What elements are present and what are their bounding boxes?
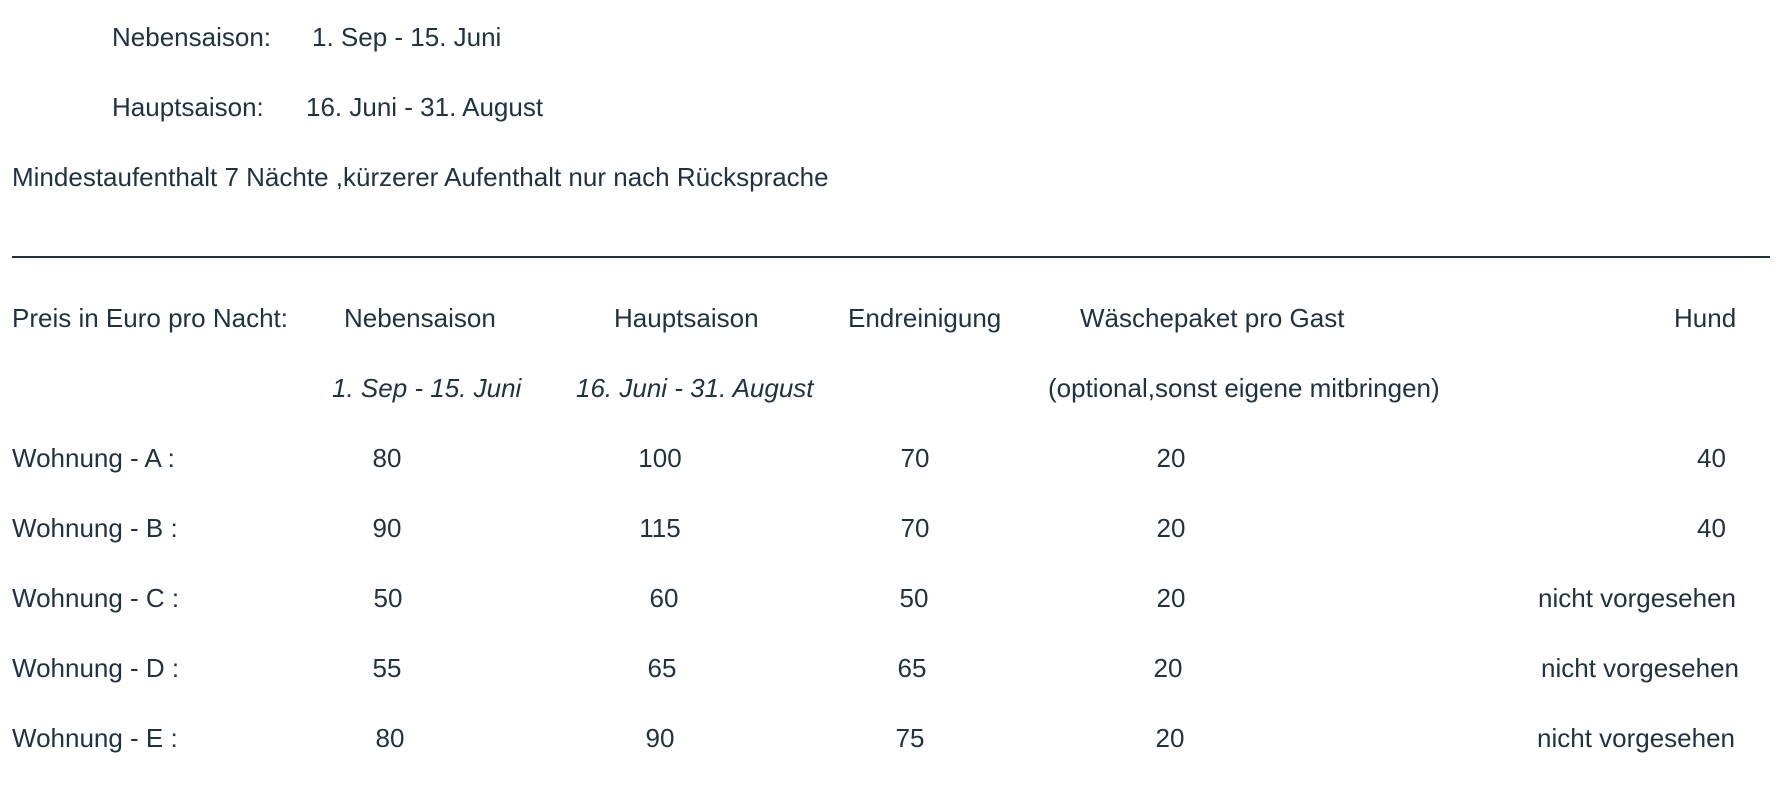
subheader-off-season-dates: 1. Sep - 15. Juni bbox=[332, 373, 522, 403]
subheader-laundry-note: (optional,sonst eigene mitbringen) bbox=[1048, 373, 1440, 403]
cell-cleaning: 75 bbox=[895, 723, 925, 753]
cell-cleaning: 70 bbox=[900, 513, 930, 543]
header-laundry: Wäschepaket pro Gast bbox=[1080, 303, 1345, 333]
minimum-stay-note: Mindestaufenthalt 7 Nächte ,kürzerer Auf… bbox=[12, 162, 829, 192]
cell-cleaning: 70 bbox=[900, 443, 930, 473]
cell-dog: nicht vorgesehen bbox=[1541, 653, 1740, 683]
row-name: Wohnung - D : bbox=[12, 653, 180, 683]
cell-off-season: 50 bbox=[373, 583, 403, 613]
cell-high-season: 115 bbox=[639, 513, 681, 543]
header-high-season: Hauptsaison bbox=[614, 303, 759, 333]
row-name: Wohnung - E : bbox=[12, 723, 178, 753]
subheader-high-season-dates: 16. Juni - 31. August bbox=[576, 373, 814, 403]
off-season-dates: 1. Sep - 15. Juni bbox=[312, 22, 502, 52]
high-season-label: Hauptsaison: bbox=[112, 92, 264, 122]
cell-laundry: 20 bbox=[1155, 723, 1185, 753]
cell-dog: nicht vorgesehen bbox=[1537, 723, 1736, 753]
cell-cleaning: 50 bbox=[899, 583, 929, 613]
cell-laundry: 20 bbox=[1156, 583, 1186, 613]
cell-dog: 40 bbox=[1697, 513, 1726, 543]
cell-high-season: 65 bbox=[647, 653, 677, 683]
cell-dog: nicht vorgesehen bbox=[1538, 583, 1737, 613]
cell-dog: 40 bbox=[1697, 443, 1726, 473]
cell-off-season: 90 bbox=[372, 513, 402, 543]
cell-laundry: 20 bbox=[1156, 513, 1186, 543]
header-dog: Hund bbox=[1674, 303, 1737, 333]
cell-high-season: 60 bbox=[649, 583, 679, 613]
cell-laundry: 20 bbox=[1156, 443, 1186, 473]
high-season-dates: 16. Juni - 31. August bbox=[306, 92, 544, 122]
cell-off-season: 80 bbox=[372, 443, 402, 473]
header-price-label: Preis in Euro pro Nacht: bbox=[12, 303, 289, 333]
header-cleaning: Endreinigung bbox=[848, 303, 1002, 333]
cell-laundry: 20 bbox=[1153, 653, 1183, 683]
divider-line bbox=[12, 256, 1770, 258]
row-name: Wohnung - C : bbox=[12, 583, 180, 613]
header-off-season: Nebensaison bbox=[344, 303, 496, 333]
row-name: Wohnung - A : bbox=[12, 443, 175, 473]
cell-high-season: 100 bbox=[638, 443, 682, 473]
cell-cleaning: 65 bbox=[897, 653, 927, 683]
cell-off-season: 55 bbox=[372, 653, 402, 683]
off-season-label: Nebensaison: bbox=[112, 22, 271, 52]
row-name: Wohnung - B : bbox=[12, 513, 178, 543]
cell-off-season: 80 bbox=[375, 723, 405, 753]
cell-high-season: 90 bbox=[645, 723, 675, 753]
